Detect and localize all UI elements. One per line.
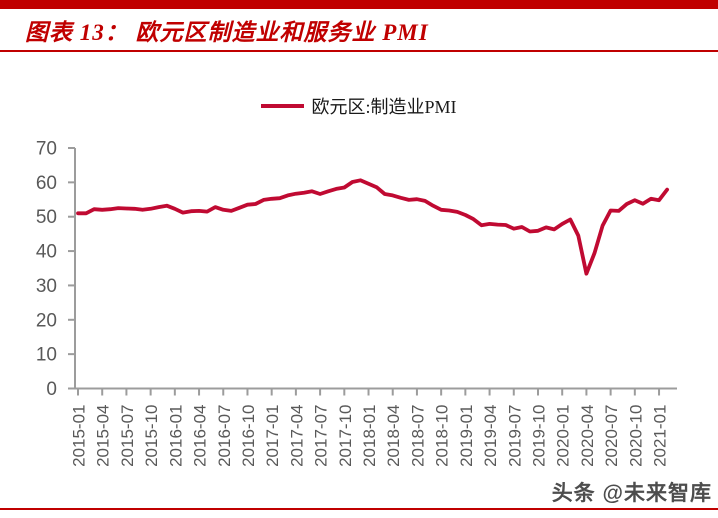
title-rule xyxy=(0,50,718,52)
y-tick-label: 40 xyxy=(36,242,57,263)
watermark: 头条 @未来智库 xyxy=(551,482,712,505)
x-tick-label: 2017-07 xyxy=(312,405,331,467)
x-tick-label: 2019-01 xyxy=(457,405,476,467)
y-tick-label: 20 xyxy=(36,310,57,331)
x-tick-label: 2019-10 xyxy=(529,405,548,467)
x-tick-label: 2015-04 xyxy=(94,405,113,467)
y-tick-label: 50 xyxy=(36,207,57,228)
x-tick-label: 2018-10 xyxy=(433,405,452,467)
footer-accent-line xyxy=(0,508,718,510)
x-tick-label: 2016-04 xyxy=(191,405,210,467)
x-tick-label: 2017-01 xyxy=(263,405,282,467)
x-tick-label: 2018-04 xyxy=(384,405,403,467)
x-tick-label: 2016-01 xyxy=(166,405,185,467)
x-tick-label: 2018-07 xyxy=(408,405,427,467)
x-tick-label: 2020-07 xyxy=(602,405,621,467)
x-tick-label: 2015-01 xyxy=(70,405,89,467)
y-tick-label: 0 xyxy=(46,379,57,400)
x-tick-label: 2019-07 xyxy=(505,405,524,467)
legend-line-swatch xyxy=(261,104,305,108)
figure-title: 图表 13： 欧元区制造业和服务业 PMI xyxy=(25,20,429,45)
header-accent-bar xyxy=(0,0,718,9)
x-tick-label: 2019-04 xyxy=(481,405,500,467)
x-tick-label: 2015-10 xyxy=(142,405,161,467)
x-tick-label: 2020-10 xyxy=(626,405,645,467)
legend-label: 欧元区:制造业PMI xyxy=(311,97,457,117)
x-tick-label: 2017-04 xyxy=(287,405,306,467)
x-tick-label: 2016-10 xyxy=(239,405,258,467)
y-tick-label: 30 xyxy=(36,276,57,297)
x-tick-label: 2015-07 xyxy=(118,405,137,467)
y-tick-label: 60 xyxy=(36,173,57,194)
pmi-line xyxy=(76,178,669,276)
x-tick-label: 2016-07 xyxy=(215,405,234,467)
x-tick-label: 2020-04 xyxy=(578,405,597,467)
x-tick-label: 2021-01 xyxy=(651,405,670,467)
x-tick-label: 2018-01 xyxy=(360,405,379,467)
x-tick-label: 2017-10 xyxy=(336,405,355,467)
y-tick-label: 10 xyxy=(36,345,57,366)
chart-legend: 欧元区:制造业PMI xyxy=(0,93,718,119)
x-tick-label: 2020-01 xyxy=(554,405,573,467)
y-tick-label: 70 xyxy=(36,139,57,160)
